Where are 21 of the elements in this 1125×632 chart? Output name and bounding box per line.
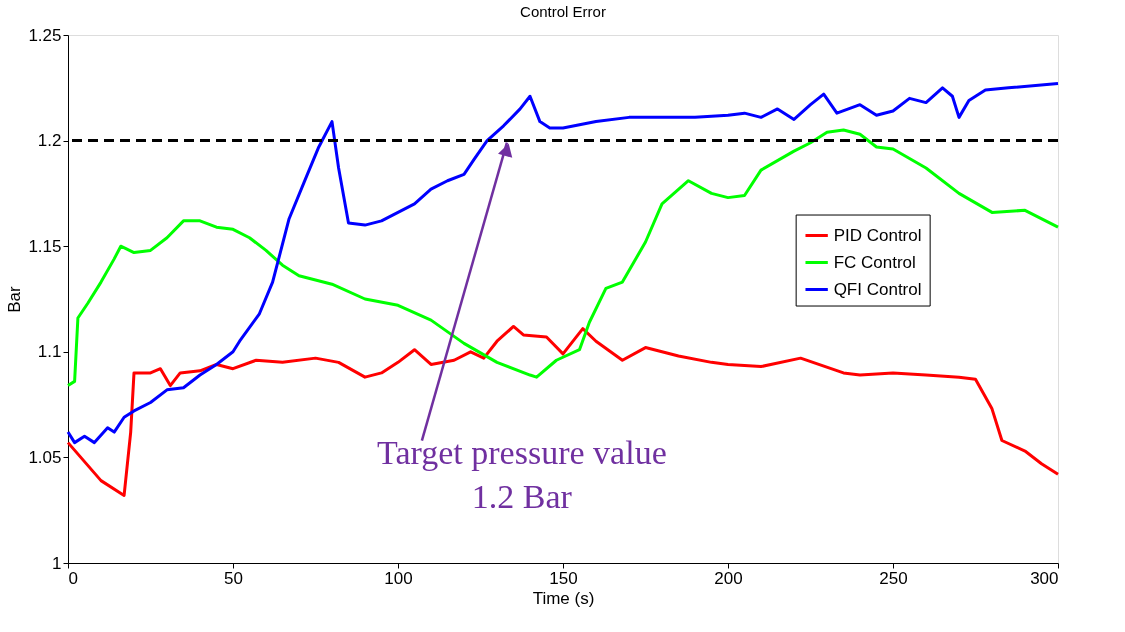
- y-tick-label: 1: [52, 553, 62, 573]
- legend-label: QFI Control: [833, 279, 922, 299]
- annotation: Target pressure value 1.2 Bar: [377, 433, 667, 515]
- x-tick-label: 200: [714, 568, 743, 588]
- x-tick-label: 150: [549, 568, 578, 588]
- y-tick-label: 1.25: [28, 25, 62, 45]
- line-series: [66, 128, 1060, 388]
- legend-label: PID Control: [833, 225, 922, 245]
- y-tick-label: 1.15: [28, 236, 62, 256]
- x-axis-title: Time (s): [532, 588, 595, 608]
- legend-label: FC Control: [833, 252, 916, 272]
- chart-title: Control Error: [520, 3, 606, 20]
- y-tick-label: 1.1: [37, 342, 62, 362]
- x-tick-label: 100: [384, 568, 413, 588]
- x-tick-label: 300: [1030, 568, 1059, 588]
- y-axis-title: Bar: [5, 285, 25, 313]
- y-tick-label: 1.05: [28, 447, 62, 467]
- x-tick-label: 250: [879, 568, 908, 588]
- y-tick-label: 1.2: [37, 131, 62, 151]
- x-tick-label: 50: [224, 568, 243, 588]
- x-tick-label: 0: [68, 568, 78, 588]
